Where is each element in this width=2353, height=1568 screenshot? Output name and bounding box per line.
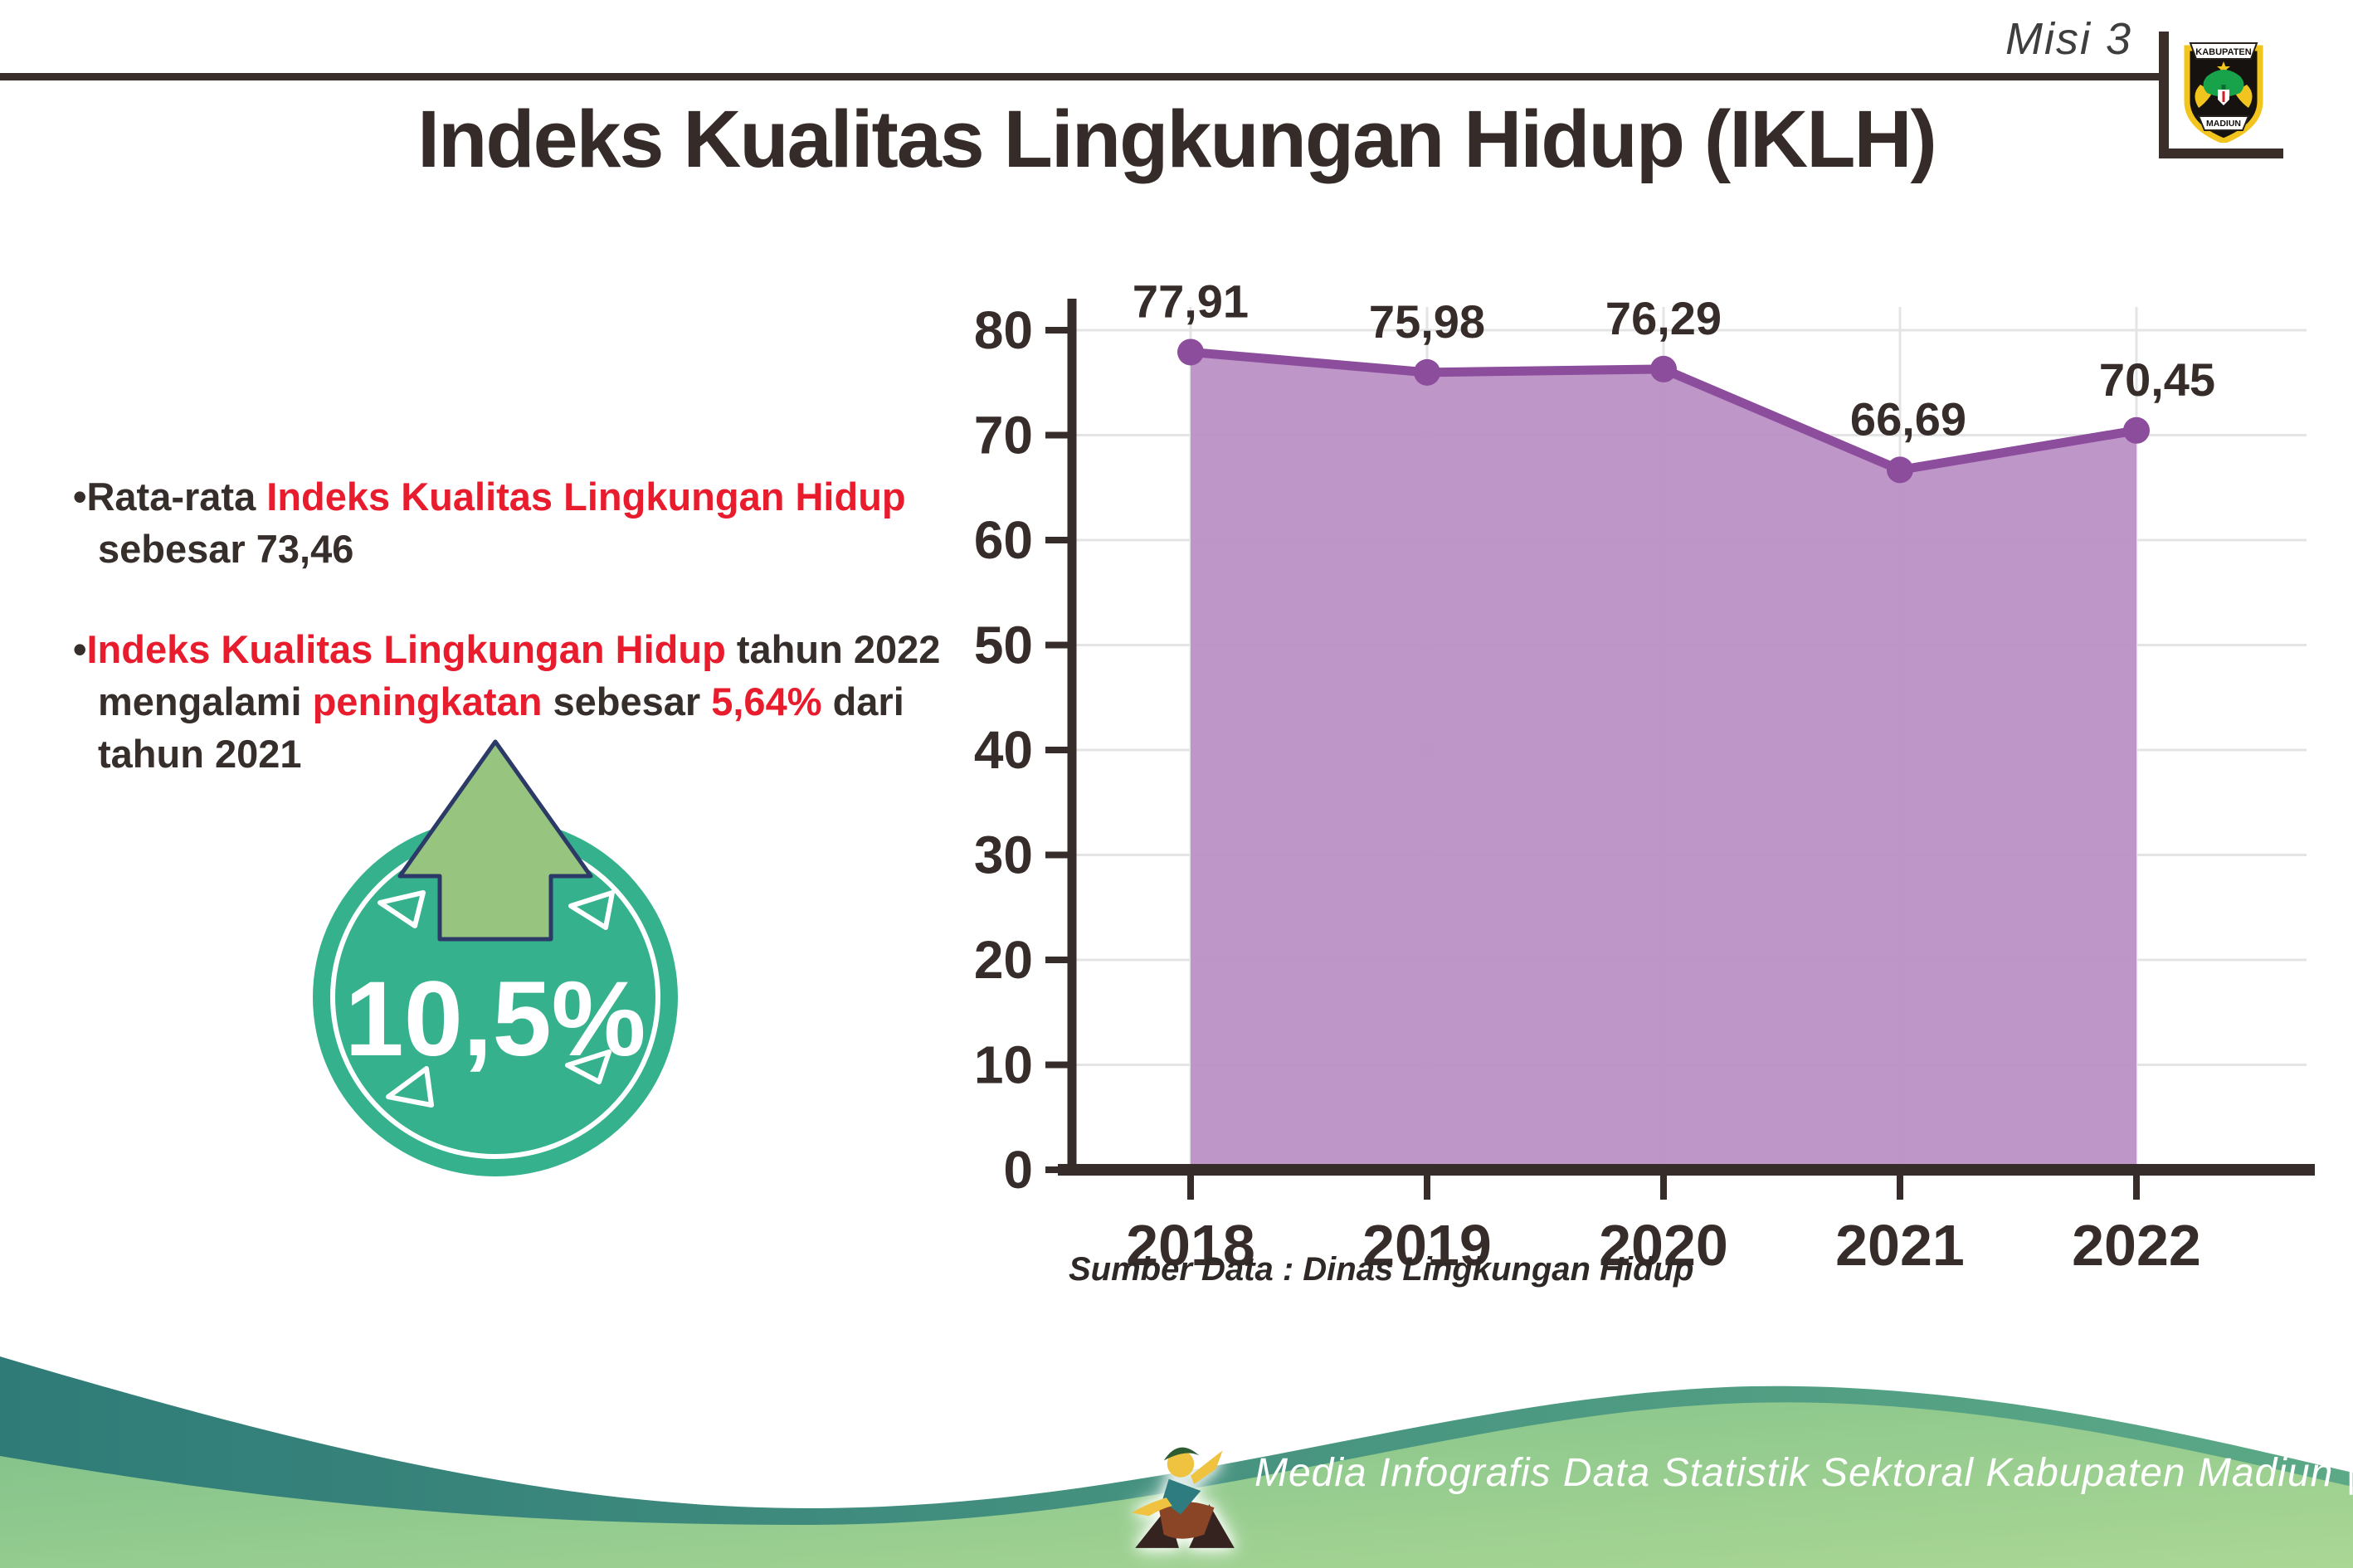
x-label-2022: 2022: [2072, 1213, 2201, 1278]
growth-badge: 10,5%: [313, 739, 678, 1176]
logo-bottom-banner: [2197, 115, 2250, 131]
y-tick-label-30: 30: [974, 825, 1033, 885]
data-label-2022: 70,45: [2099, 353, 2215, 406]
logo-top-banner-text: KABUPATEN: [2195, 47, 2251, 57]
footer-wave-green: [0, 1402, 2353, 1568]
data-label-2018: 77,91: [1133, 275, 1249, 327]
badge-tick-triangles: [378, 890, 615, 1108]
y-tick-label-0: 0: [1003, 1140, 1033, 1200]
data-label-2020: 76,29: [1605, 292, 1722, 344]
y-tick-label-60: 60: [974, 510, 1033, 570]
data-point-2021: [1887, 456, 1913, 484]
data-point-2019: [1414, 358, 1440, 386]
bullet-item-1: •Rata-rata Indeks Kualitas Lingkungan Hi…: [73, 471, 1019, 576]
logo-tree: [2203, 70, 2244, 97]
x-label-2020: 2020: [1599, 1213, 1728, 1278]
header-rule: [0, 73, 2167, 80]
footer-caption: Media Infografis Data Statistik Sektoral…: [1254, 1451, 2353, 1495]
x-label-2018: 2018: [1126, 1213, 1255, 1278]
data-label-2021: 66,69: [1850, 392, 1966, 445]
bullet-item-2: •Indeks Kualitas Lingkungan Hidup tahun …: [73, 624, 1019, 781]
logo-bottom-banner-text: MADIUN: [2206, 119, 2241, 129]
bullet-text-segment: tahun 2022 mengalami: [98, 626, 941, 723]
logo-bracket-vertical: [2159, 32, 2169, 158]
bullet-text-segment: sebesar 73,46: [98, 526, 354, 571]
logo-top-banner: [2189, 42, 2258, 60]
badge-value: 10,5%: [345, 960, 646, 1079]
bullet-dot: •: [73, 626, 87, 671]
bullet-text-segment: peningkatan: [312, 679, 543, 723]
key-findings-list: •Rata-rata Indeks Kualitas Lingkungan Hi…: [73, 471, 1019, 829]
bullet-text-segment: Indeks Kualitas Lingkungan Hidup: [266, 475, 906, 519]
y-tick-label-10: 10: [974, 1035, 1033, 1095]
x-label-2021: 2021: [1835, 1213, 1965, 1278]
page-title: Indeks Kualitas Lingkungan Hidup (IKLH): [417, 94, 1937, 184]
bullet-text-segment: sebesar: [542, 679, 712, 723]
y-tick-label-20: 20: [974, 930, 1033, 990]
data-label-2019: 75,98: [1369, 295, 1485, 348]
bullet-text-segment: Rata-rata: [86, 475, 267, 519]
x-label-2019: 2019: [1362, 1213, 1492, 1278]
up-arrow-icon: [397, 739, 593, 942]
bullet-text-segment: Indeks Kualitas Lingkungan Hidup: [86, 626, 726, 671]
bullet-dot: •: [73, 475, 87, 519]
bullet-text-segment: dari tahun 2021: [98, 679, 904, 776]
data-point-2022: [2123, 416, 2150, 444]
kabupaten-madiun-logo: KABUPATEN MADIUN: [2184, 42, 2263, 143]
iklh-area-chart: 0 10 20 30 40 50 60 70 80 2018 2019 2020 2021 2022 77,…: [974, 275, 2315, 1278]
data-point-2020: [1650, 355, 1677, 382]
mission-label: Misi 3: [2005, 14, 2132, 64]
logo-bracket-horizontal: [2159, 149, 2283, 158]
y-tick-label-40: 40: [974, 720, 1033, 780]
y-tick-label-80: 80: [974, 300, 1033, 360]
data-point-2018: [1177, 338, 1204, 366]
data-source-caption: Sumber Data : Dinas Lingkungan Hidup: [1069, 1251, 1694, 1288]
dancer-mascot-icon: [1132, 1447, 1235, 1548]
y-tick-label-50: 50: [974, 616, 1033, 675]
footer-waves: [0, 1356, 2353, 1568]
y-tick-label-70: 70: [974, 406, 1033, 465]
area-fill: [1191, 352, 2136, 1171]
bullet-text-segment: 5,64%: [711, 679, 822, 723]
